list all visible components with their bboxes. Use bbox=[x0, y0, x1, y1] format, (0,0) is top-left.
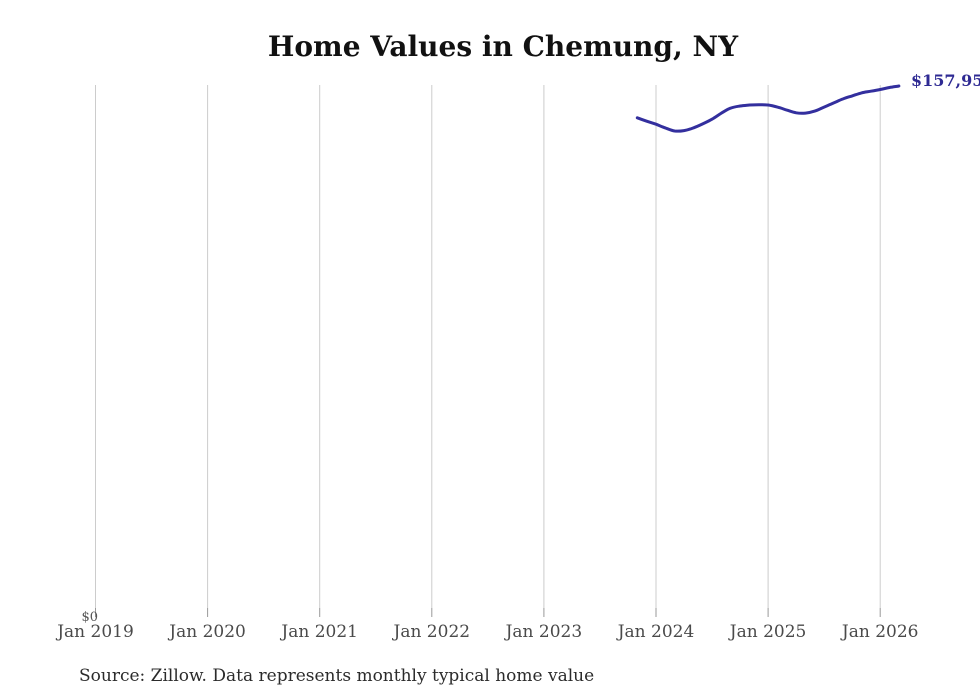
x-axis-tick-label: Jan 2026 bbox=[841, 622, 919, 642]
axis-ticks-group bbox=[95, 608, 881, 617]
x-axis-tick-label: Jan 2022 bbox=[393, 622, 471, 642]
series-end-value-label: $157,950 bbox=[911, 71, 980, 90]
home-value-line bbox=[635, 84, 901, 133]
gridlines-group bbox=[95, 85, 881, 608]
x-axis-tick-label: Jan 2025 bbox=[729, 622, 807, 642]
source-note: Source: Zillow. Data represents monthly … bbox=[79, 666, 595, 686]
x-axis-tick-label: Jan 2023 bbox=[505, 622, 583, 642]
y-axis-zero-label: $0 bbox=[81, 610, 98, 625]
chart-title: Home Values in Chemung, NY bbox=[267, 30, 739, 63]
x-axis-tick-label: Jan 2020 bbox=[169, 622, 246, 642]
x-axis-tick-label: Jan 2019 bbox=[57, 622, 134, 642]
x-axis-tick-label: Jan 2021 bbox=[281, 622, 358, 642]
x-axis-tick-label: Jan 2024 bbox=[617, 622, 695, 642]
